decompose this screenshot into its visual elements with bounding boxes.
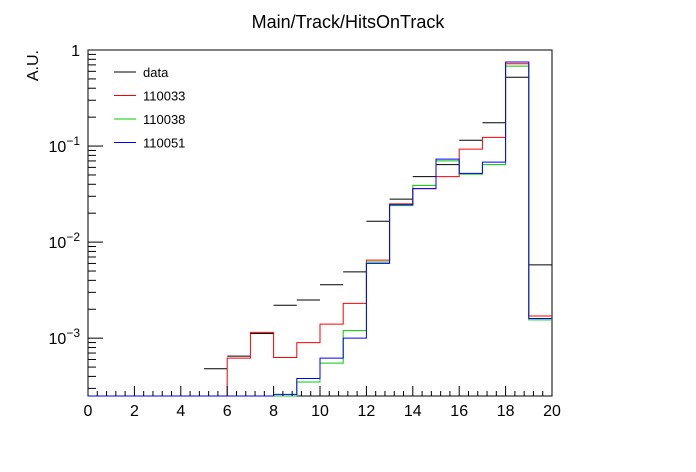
x-tick-label: 10 bbox=[311, 403, 329, 420]
x-tick-label: 8 bbox=[269, 403, 278, 420]
x-tick-label: 6 bbox=[223, 403, 232, 420]
y-tick-label: 10−1 bbox=[49, 134, 81, 156]
legend-label: 110051 bbox=[143, 136, 185, 151]
y-tick-label: 10−2 bbox=[49, 230, 81, 252]
series-layer bbox=[88, 61, 552, 397]
series-line-110051 bbox=[88, 61, 552, 397]
y-tick-label: 1 bbox=[71, 43, 80, 60]
legend-label: 110038 bbox=[143, 112, 185, 127]
legend-label: data bbox=[143, 65, 169, 80]
x-tick-label: 4 bbox=[176, 403, 185, 420]
x-tick-label: 12 bbox=[358, 403, 376, 420]
x-axis: 0 2 4 6 8 10 12 14 16 18 20 bbox=[84, 386, 561, 420]
x-tick-label: 18 bbox=[497, 403, 515, 420]
y-tick-label: 10−3 bbox=[49, 326, 81, 348]
legend: data 110033 110038 110051 bbox=[114, 65, 185, 151]
legend-label: 110033 bbox=[143, 89, 185, 104]
chart-title: Main/Track/HitsOnTrack bbox=[252, 12, 446, 32]
x-tick-label: 2 bbox=[130, 403, 139, 420]
y-axis: 10−3 10−2 10−1 1 bbox=[49, 43, 103, 389]
y-axis-label: A.U. bbox=[25, 50, 42, 81]
x-tick-label: 20 bbox=[543, 403, 561, 420]
x-tick-label: 14 bbox=[404, 403, 422, 420]
x-tick-label: 16 bbox=[450, 403, 468, 420]
x-tick-label: 0 bbox=[84, 403, 93, 420]
